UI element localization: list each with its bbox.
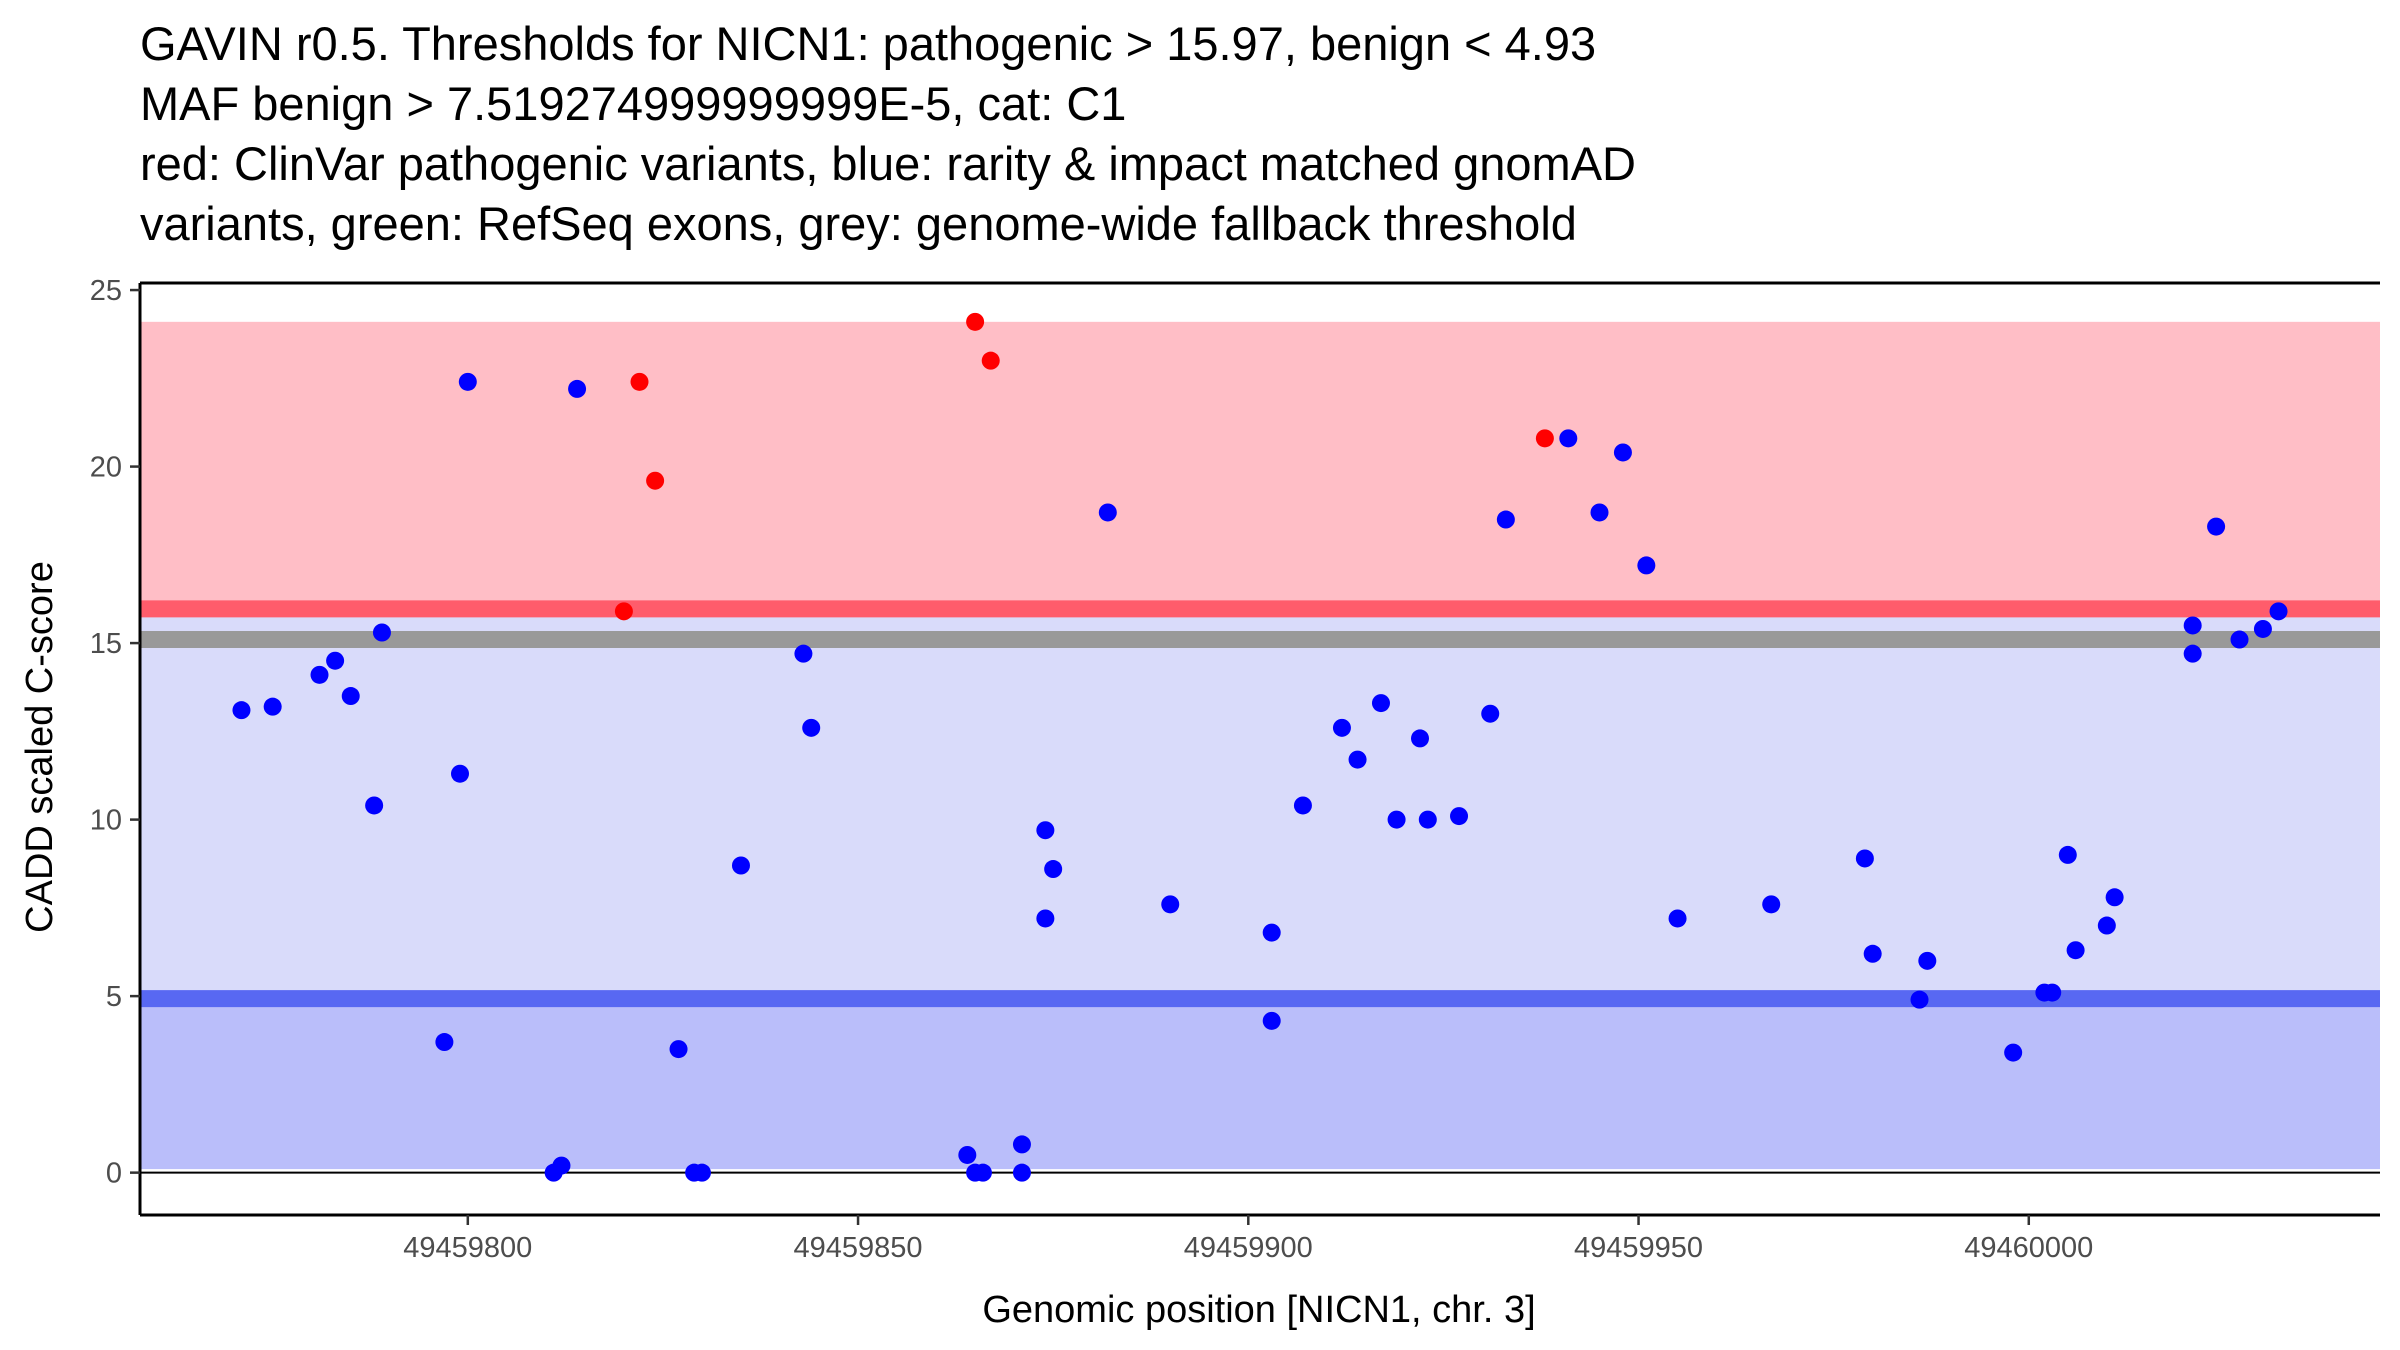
gnomad-point [1496, 510, 1515, 529]
gnomad-point [1855, 849, 1874, 868]
gnomad-point [372, 623, 391, 642]
gnomad-point [435, 1033, 454, 1052]
x-tick-label: 49459850 [794, 1232, 923, 1264]
gnomad-point [2105, 888, 2124, 907]
gnomad-point [2253, 619, 2272, 638]
gnomad-point [1262, 923, 1281, 942]
gnomad-point [1559, 429, 1578, 448]
clinvar-point [966, 312, 985, 331]
gnomad-point [451, 764, 469, 783]
title-line-1: GAVIN r0.5. Thresholds for NICN1: pathog… [140, 17, 1596, 70]
gnomad-point [1910, 990, 1929, 1009]
gnomad-point [1293, 796, 1312, 815]
gnomad-point [1668, 909, 1687, 928]
x-tick-label: 49459800 [403, 1232, 532, 1264]
title-line-4: variants, green: RefSeq exons, grey: gen… [140, 197, 1577, 250]
gnomad-point [1332, 718, 1351, 737]
clinvar-point [646, 471, 665, 490]
chart-title: GAVIN r0.5. Thresholds for NICN1: pathog… [140, 17, 1636, 250]
clinvar-point [1535, 429, 1554, 448]
gnomad-point [2183, 644, 2202, 663]
gnomad-point [1863, 944, 1882, 963]
uncertain-band [140, 608, 2380, 999]
gnomad-point [263, 697, 282, 716]
gnomad-point [1450, 807, 1469, 826]
gnomad-point [1762, 895, 1781, 914]
gnomad-point [310, 665, 329, 684]
gnomad-point [1371, 694, 1390, 713]
data-points [232, 312, 2288, 1182]
y-axis-title: CADD scaled C-score [19, 561, 61, 933]
title-line-3: red: ClinVar pathogenic variants, blue: … [140, 137, 1636, 190]
gnomad-point [1161, 895, 1180, 914]
gnomad-point [1348, 750, 1367, 769]
gnomad-point [669, 1040, 688, 1059]
y-tick-label: 5 [106, 981, 122, 1013]
gnomad-point [1637, 556, 1656, 575]
gnomad-point [692, 1163, 711, 1182]
gnomad-point [458, 372, 477, 391]
clinvar-point [981, 351, 1000, 370]
x-tick-label: 49460000 [1964, 1232, 2093, 1264]
x-axis-title: Genomic position [NICN1, chr. 3] [982, 1289, 1535, 1331]
x-tick-label: 49459950 [1574, 1232, 1703, 1264]
gnomad-point [1590, 503, 1609, 522]
gnomad-point [2207, 517, 2226, 536]
gnomad-point [2230, 630, 2249, 649]
gnomad-point [2066, 941, 2085, 960]
gnomad-point [552, 1156, 571, 1175]
gnomad-point [1036, 909, 1055, 928]
gnomad-point [365, 796, 384, 815]
gnomad-point [1044, 860, 1063, 879]
axes: 0 5 10 15 20 25 49459800 49459850 49459900 494599… [90, 275, 2380, 1264]
gnomad-point [802, 718, 821, 737]
gnomad-point [1036, 821, 1055, 840]
gnomad-point [731, 856, 750, 875]
benign-band [140, 998, 2380, 1170]
gnomad-point [326, 651, 345, 670]
gnomad-point [2043, 983, 2062, 1002]
gnomad-point [1613, 443, 1632, 462]
gnomad-point [1012, 1163, 1031, 1182]
gnomad-point [1387, 810, 1406, 829]
gnomad-point [2058, 845, 2077, 864]
gnomad-point [2097, 916, 2116, 935]
threshold-bands [140, 321, 2380, 1170]
gnomad-point [341, 687, 360, 706]
gnomad-point [568, 379, 587, 398]
gnomad-point [1411, 729, 1429, 748]
y-tick-label: 10 [90, 805, 122, 837]
x-tick-label: 49459900 [1184, 1232, 1313, 1264]
title-line-2: MAF benign > 7.519274999999999E-5, cat: … [140, 77, 1126, 130]
y-tick-label: 25 [90, 275, 122, 307]
gnomad-point [958, 1145, 977, 1164]
gnomad-point [1481, 704, 1500, 723]
gnomad-point [2269, 602, 2288, 621]
threshold-lines [140, 600, 2380, 1008]
gnomad-point [973, 1163, 992, 1182]
gnomad-point [2183, 616, 2202, 635]
clinvar-point [614, 602, 633, 621]
gnomad-point [1262, 1011, 1281, 1030]
pathogenic-band [140, 321, 2380, 609]
y-tick-label: 15 [90, 628, 122, 660]
gnomad-point [1012, 1135, 1031, 1154]
gnomad-point [232, 701, 251, 720]
y-tick-label: 0 [106, 1158, 122, 1190]
clinvar-point [630, 372, 649, 391]
gnomad-point [1418, 810, 1437, 829]
gnomad-point [1098, 503, 1117, 522]
y-tick-label: 20 [90, 452, 122, 484]
gnomad-point [794, 644, 813, 663]
gnomad-point [2004, 1043, 2023, 1062]
gnomad-point [1918, 951, 1937, 970]
